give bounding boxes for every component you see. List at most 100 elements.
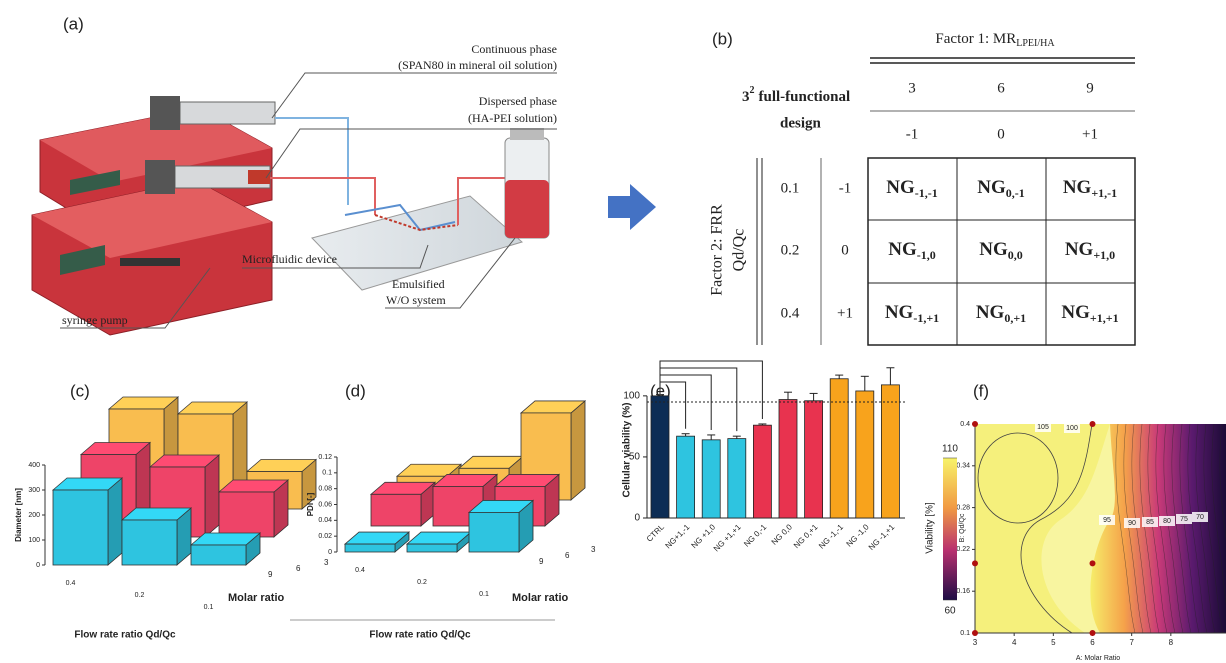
schematic-label: (SPAN80 in mineral oil solution) (398, 58, 557, 72)
y-tick-label: 0 (36, 562, 40, 569)
design-point (1089, 630, 1096, 636)
y-tick-label: 0.16 (956, 588, 970, 595)
cell-main: NG (1063, 177, 1092, 198)
syringe-fluid (248, 170, 270, 184)
level: 0.2 (781, 242, 800, 258)
contour-label: 95 (1103, 517, 1111, 524)
code: 0 (997, 126, 1005, 142)
cell-main: NG (977, 177, 1006, 198)
pump-top (40, 108, 272, 182)
bar-side (204, 454, 220, 538)
schematic-label: syringe pump (62, 313, 128, 327)
level: 9 (1086, 80, 1094, 96)
schematic-label: Dispersed phase (479, 94, 557, 108)
header-text: Factor 1: MR (935, 31, 1016, 47)
x-tick-label: NG+1,-1 (664, 522, 692, 550)
code: -1 (906, 126, 919, 142)
channel (344, 203, 456, 232)
pump-buttons (120, 258, 180, 266)
contour-line (1179, 423, 1200, 634)
contour-label: 85 (1146, 519, 1154, 526)
x-tick-label: 5 (1051, 638, 1056, 647)
vial-cap (510, 128, 544, 140)
y-tick-label: 0.12 (318, 454, 332, 461)
y-tick-label: 0.28 (956, 504, 970, 511)
colorbar-tick-label: 110 (942, 444, 958, 455)
design-base: 3 (742, 89, 750, 105)
contour-label-bg (1176, 514, 1192, 524)
contour-label: 75 (1180, 516, 1188, 523)
significance-bracket (659, 367, 738, 432)
y-tick-label: 200 (28, 512, 40, 519)
depth-label: 3 (324, 558, 329, 567)
bar (121, 519, 178, 566)
cell-sub: +1,0 (1093, 248, 1115, 262)
contour-label: 100 (1066, 425, 1078, 432)
contour-line (1163, 423, 1184, 634)
x-tick-label: 3 (973, 638, 978, 647)
code: +1 (837, 305, 853, 321)
panel-label: (d) (345, 381, 366, 400)
x-tick-label: 0.1 (479, 591, 489, 598)
contour-line (977, 432, 1059, 524)
contour-line (1115, 423, 1136, 634)
table-grid (867, 157, 1136, 346)
x-tick-label: NG -1,-1 (817, 522, 845, 550)
contour-label: 80 (1163, 518, 1171, 525)
vial-liquid (505, 180, 549, 238)
cell-main: NG (885, 302, 914, 323)
contour-line (1147, 423, 1168, 634)
cell: NG-1,-1 (886, 177, 938, 199)
contour-line (1123, 423, 1144, 634)
cell: NG-1,0 (888, 239, 936, 261)
level: 3 (908, 80, 916, 96)
factor2: Factor 2: FRR (709, 204, 726, 296)
bar (829, 378, 849, 519)
design-point (972, 421, 978, 427)
panel-label: (b) (712, 29, 733, 48)
panel-label: (a) (63, 14, 84, 33)
contour-line (1211, 423, 1226, 605)
cell-main: NG (979, 239, 1008, 260)
schematic-label: Emulsified (392, 277, 445, 291)
bar-side (570, 400, 586, 501)
cell-sub: +1,+1 (1090, 311, 1119, 325)
contour-line (1195, 423, 1216, 634)
schematic-label: W/O system (386, 293, 446, 307)
cell-main: NG (1065, 239, 1094, 260)
code: -1 (839, 180, 852, 196)
depth-label: 9 (268, 570, 273, 579)
chip (311, 195, 524, 291)
leader (60, 267, 211, 329)
bar-side (107, 477, 123, 566)
bar (881, 384, 900, 519)
y-tick-label: 100 (623, 390, 640, 401)
cell-sub: -1,-1 (915, 186, 938, 200)
cell: NG0,0 (979, 239, 1023, 261)
bar (370, 493, 422, 527)
contour-line (1171, 423, 1192, 634)
y-tick-label: 0.06 (318, 501, 332, 508)
bar (218, 491, 275, 538)
depth-label: 6 (296, 564, 301, 573)
cell-sub: 0,-1 (1006, 186, 1025, 200)
z-axis-label: Molar ratio (228, 592, 285, 604)
x-tick-label: NG +1,+1 (712, 522, 743, 553)
y-tick-label: 0 (328, 549, 332, 556)
contour-label-bg (1035, 422, 1051, 432)
y-tick-label: 0.1 (960, 630, 970, 637)
bar (753, 424, 772, 519)
x-tick-label: 6 (1090, 638, 1095, 647)
factor2: Qd/Qc (731, 229, 748, 272)
x-axis-label: Flow rate ratio Qd/Qc (369, 630, 471, 641)
y-tick-label: 0.4 (960, 421, 970, 428)
y-tick-label: 0.04 (318, 517, 332, 524)
bar (778, 399, 798, 519)
cell-sub: +1,-1 (1091, 186, 1117, 200)
contour-label: 105 (1037, 424, 1049, 431)
colorbar-tick-label: 60 (944, 606, 956, 617)
contour-line (1219, 423, 1226, 540)
y-tick-label: 300 (28, 487, 40, 494)
cell-main: NG (1061, 302, 1090, 323)
contour-label-bg (1159, 516, 1175, 526)
